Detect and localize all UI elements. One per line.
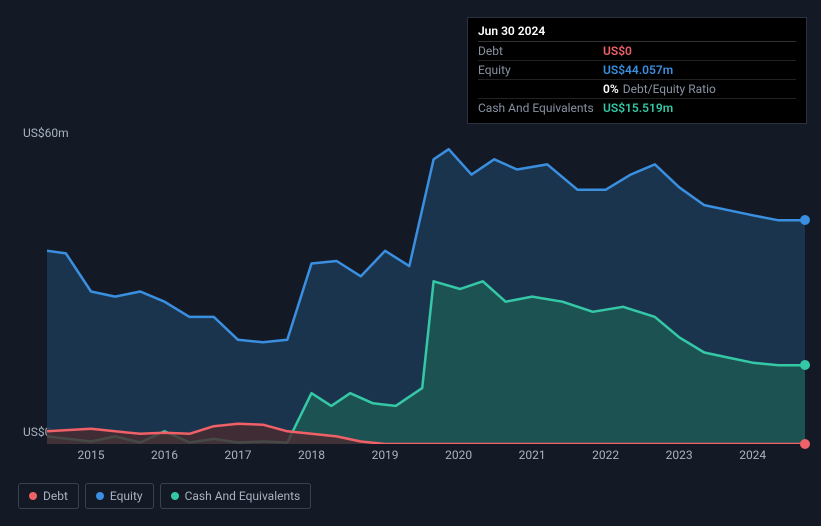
legend-dot-icon [29, 492, 37, 500]
chart-legend: Debt Equity Cash And Equivalents [18, 483, 311, 509]
y-axis-label: US$60m [23, 126, 69, 140]
tooltip-row-label: Cash And Equivalents [478, 101, 603, 115]
x-axis-tick: 2020 [445, 448, 472, 462]
legend-dot-icon [96, 492, 104, 500]
x-axis-tick: 2019 [372, 448, 399, 462]
tooltip-row-label: Equity [478, 63, 603, 77]
tooltip-row-value: US$44.057m [603, 63, 673, 77]
chart-plot-area [47, 139, 805, 444]
tooltip-row-value: US$0 [603, 44, 632, 58]
x-axis: 2015 2016 2017 2018 2019 2020 2021 2022 2023 2024 [47, 448, 805, 468]
tooltip-row: DebtUS$0 [478, 42, 796, 61]
tooltip-row: 0% Debt/Equity Ratio [478, 80, 796, 99]
x-axis-tick: 2017 [225, 448, 252, 462]
legend-item-equity[interactable]: Equity [85, 483, 154, 509]
x-axis-tick: 2023 [666, 448, 693, 462]
tooltip-row-label [478, 82, 603, 96]
legend-label: Equity [110, 489, 143, 503]
legend-label: Cash And Equivalents [185, 489, 301, 503]
area-chart [47, 139, 805, 444]
tooltip-row-value: 0% [603, 82, 619, 96]
x-axis-tick: 2021 [519, 448, 546, 462]
tooltip-row-label: Debt [478, 44, 603, 58]
legend-item-debt[interactable]: Debt [18, 483, 79, 509]
series-endpoint-cash-and-equivalents [800, 360, 810, 370]
x-axis-tick: 2024 [739, 448, 766, 462]
legend-label: Debt [43, 489, 68, 503]
tooltip-row-value: US$15.519m [603, 101, 673, 115]
x-axis-tick: 2016 [151, 448, 178, 462]
tooltip-row: EquityUS$44.057m [478, 61, 796, 80]
tooltip-row: Cash And EquivalentsUS$15.519m [478, 99, 796, 117]
x-axis-tick: 2022 [592, 448, 619, 462]
tooltip-date: Jun 30 2024 [478, 24, 796, 42]
series-endpoint-equity [800, 215, 810, 225]
legend-dot-icon [171, 492, 179, 500]
chart-tooltip: Jun 30 2024 DebtUS$0EquityUS$44.057m0%De… [467, 17, 807, 124]
tooltip-row-suffix: Debt/Equity Ratio [623, 82, 716, 96]
legend-item-cash-and-equivalents[interactable]: Cash And Equivalents [160, 483, 312, 509]
x-axis-tick: 2018 [298, 448, 325, 462]
x-axis-tick: 2015 [77, 448, 104, 462]
